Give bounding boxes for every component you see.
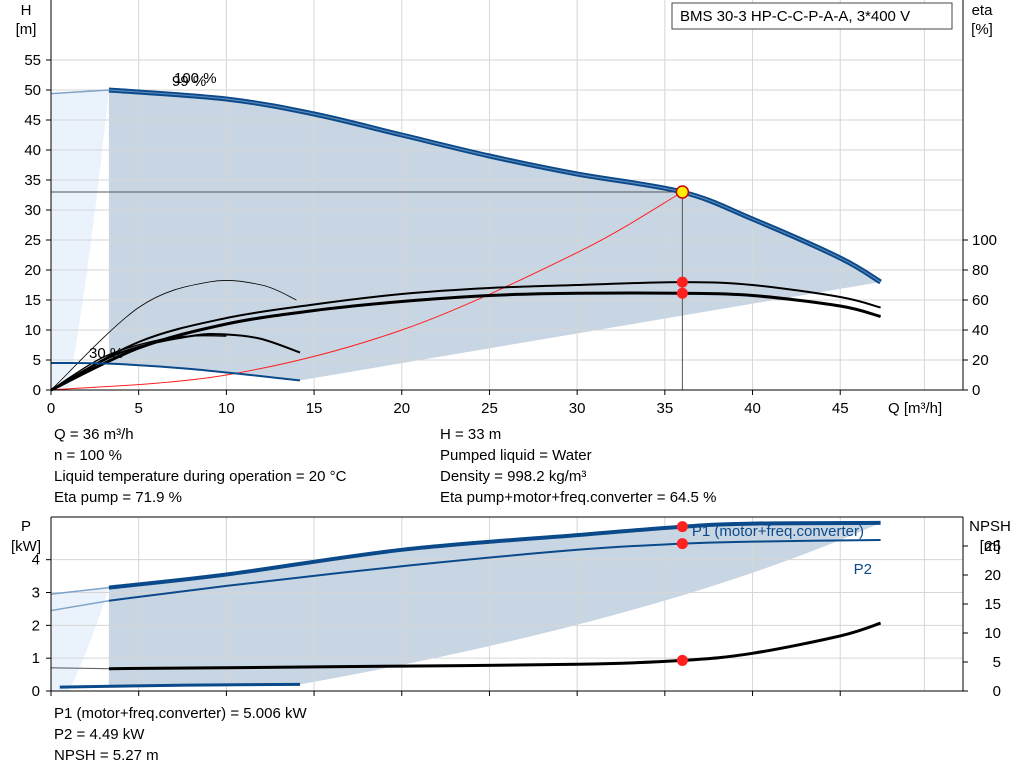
x-tick-label: 20: [393, 400, 410, 417]
p2-marker: [676, 538, 688, 550]
left-tick-label: 1: [32, 650, 40, 667]
eta-pump-30-curve: [50, 332, 301, 391]
info-eta-pump: Eta pump = 71.9 %: [54, 489, 182, 506]
npsh-marker: [676, 654, 688, 666]
eta-axis-unit: [%]: [971, 21, 993, 38]
left-tick-label: 0: [32, 683, 40, 700]
p-axis-label: P: [21, 518, 31, 535]
power-low-flow-fill: [51, 587, 109, 691]
eta-curve-thin: [50, 280, 297, 391]
speed-label-30: 30 %: [89, 345, 123, 362]
info-liquid-temp: Liquid temperature during operation = 20…: [54, 468, 347, 485]
eta-pump-marker: [676, 276, 688, 288]
right-tick-label: 40: [972, 322, 989, 339]
right-tick-label: 5: [993, 654, 1001, 671]
left-tick-label: 30: [24, 202, 41, 219]
x-tick-label: 45: [832, 400, 849, 417]
info-speed: n = 100 %: [54, 447, 122, 464]
h-axis-label: H: [21, 2, 32, 19]
eta-total-curve: [50, 291, 881, 392]
lower-info: P1 (motor+freq.converter) = 5.006 kW P2 …: [54, 703, 307, 766]
x-tick-label: 5: [135, 400, 143, 417]
lower-curves: P1 (motor+freq.converter) P2: [50, 520, 882, 689]
x-tick-label: 40: [744, 400, 761, 417]
left-tick-label: 4: [32, 552, 40, 569]
power-region-fill: [108, 522, 881, 687]
upper-info-left: Q = 36 m³/h n = 100 % Liquid temperature…: [54, 424, 346, 508]
right-tick-label: 0: [993, 683, 1001, 700]
x-tick-label: 10: [218, 400, 235, 417]
info-npsh: NPSH = 5.27 m: [54, 747, 159, 764]
left-tick-label: 15: [24, 292, 41, 309]
p1-series-label: P1 (motor+freq.converter): [692, 523, 864, 540]
system-curve: [50, 191, 683, 391]
left-tick-label: 3: [32, 585, 40, 602]
lower-axes: 0 1 2 3 4 0 5 10 15 20 25 P [kW] NPSH [m]: [11, 516, 1011, 700]
head-curve-30: [50, 361, 301, 382]
left-tick-label: 20: [24, 262, 41, 279]
left-tick-label: 50: [24, 82, 41, 99]
p1-extension: [50, 586, 109, 595]
npsh-curve: [108, 621, 882, 671]
info-p1: P1 (motor+freq.converter) = 5.006 kW: [54, 705, 307, 722]
p1-curve: [108, 520, 881, 590]
x-tick-label: 35: [657, 400, 674, 417]
info-flow: Q = 36 m³/h: [54, 426, 134, 443]
duty-point-marker: [675, 185, 690, 199]
npsh-extension: [50, 667, 109, 670]
operating-region-fill: [108, 90, 881, 381]
eta-axis-label: eta: [972, 2, 994, 19]
right-tick-label: 60: [972, 292, 989, 309]
left-tick-label: 0: [33, 382, 41, 399]
product-title: BMS 30-3 HP-C-C-P-A-A, 3*400 V: [680, 8, 910, 25]
upper-curves: 99 %100 % 30 %: [50, 70, 882, 392]
info-head: H = 33 m: [440, 426, 502, 443]
h-axis-unit: [m]: [16, 21, 37, 38]
head-curve-extension: [50, 89, 109, 95]
product-title-box: BMS 30-3 HP-C-C-P-A-A, 3*400 V: [671, 2, 953, 30]
right-tick-label: 20: [972, 352, 989, 369]
upper-info-right: H = 33 m Pumped liquid = Water Density =…: [440, 424, 716, 508]
left-tick-label: 45: [24, 112, 41, 129]
left-tick-label: 2: [32, 617, 40, 634]
x-tick-label: 30: [569, 400, 586, 417]
p1-marker: [676, 521, 688, 533]
right-tick-label: 10: [984, 625, 1001, 642]
left-tick-label: 10: [24, 322, 41, 339]
p2-extension: [50, 599, 110, 612]
right-tick-label: 80: [972, 262, 989, 279]
p2-series-label: P2: [854, 561, 872, 578]
eta-pump-curve: [50, 281, 881, 391]
npsh-axis-unit: [m]: [980, 538, 1001, 555]
left-tick-label: 5: [33, 352, 41, 369]
q-axis-label: Q [m³/h]: [888, 400, 942, 417]
left-tick-label: 55: [24, 52, 41, 69]
info-density: Density = 998.2 kg/m³: [440, 468, 587, 485]
x-tick-label: 15: [306, 400, 323, 417]
p-axis-unit: [kW]: [11, 538, 41, 555]
speed-label-99: 99 %: [172, 73, 206, 90]
head-curve-highlight: [108, 89, 881, 283]
x-tick-label: 25: [481, 400, 498, 417]
upper-axes: 0 5 10 15 20 25 30 35 40 45 50 55 0 20 40 60 80 100 0 5 10 15…: [16, 0, 997, 417]
left-tick-label: 35: [24, 172, 41, 189]
left-tick-label: 25: [24, 232, 41, 249]
info-pumped-liquid: Pumped liquid = Water: [440, 447, 592, 464]
left-tick-label: 40: [24, 142, 41, 159]
info-p2: P2 = 4.49 kW: [54, 726, 145, 743]
right-tick-label: 100: [972, 232, 997, 249]
eta-total-marker: [676, 287, 688, 299]
right-tick-label: 25: [984, 538, 1001, 555]
right-tick-label: 15: [984, 596, 1001, 613]
npsh-axis-label: NPSH: [969, 518, 1011, 535]
p2-curve: [108, 539, 881, 602]
power-30-curve: [59, 682, 301, 689]
x-tick-label: 0: [47, 400, 55, 417]
info-eta-total: Eta pump+motor+freq.converter = 64.5 %: [440, 489, 717, 506]
speed-label-100: 100 %: [174, 70, 217, 87]
right-tick-label: 20: [984, 567, 1001, 584]
right-tick-label: 0: [972, 382, 980, 399]
